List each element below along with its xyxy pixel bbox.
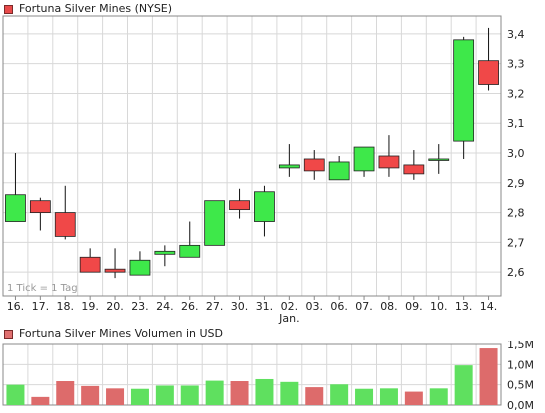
volume-ytick-label: 0,0M (507, 399, 534, 411)
volume-bar (454, 365, 473, 405)
tick-note: 1 Tick = 1 Tag (7, 283, 78, 294)
price-xtick-label: 24. (156, 300, 174, 313)
candle-body (254, 191, 275, 222)
candle-body (428, 158, 450, 161)
volume-plot-frame (2, 343, 502, 406)
candle-body (303, 158, 325, 172)
price-legend-label: Fortuna Silver Mines (NYSE) (19, 2, 173, 15)
price-legend-swatch (4, 4, 13, 14)
price-xtick-label: 07. (355, 300, 373, 313)
volume-bar (479, 348, 498, 405)
candle-body (328, 161, 350, 181)
candle-body (29, 200, 51, 213)
volume-bar (6, 384, 25, 405)
volume-bar (330, 384, 349, 405)
candle-body (278, 164, 300, 169)
volume-bar (379, 388, 398, 405)
volume-legend: Fortuna Silver Mines Volumen in USD (4, 327, 223, 341)
volume-ytick-label: 1,5M (507, 341, 534, 351)
candle-body (54, 212, 76, 237)
volume-bar (31, 396, 50, 405)
price-ytick-label: 3,4 (507, 28, 525, 41)
price-xtick-label: 09. (405, 300, 423, 313)
price-chart: 2,6 2,7 2,8 2,9 3,0 3,1 3,2 3,3 3,4 16. 17. 18. 19. 2… (2, 15, 525, 325)
volume-bar (56, 381, 75, 405)
price-plot-frame (2, 15, 502, 297)
price-ytick-label: 3,2 (507, 87, 525, 100)
volume-bar (180, 385, 199, 405)
candle-body (403, 164, 425, 175)
price-xtick-label: 27. (206, 300, 224, 313)
volume-legend-swatch (4, 329, 13, 339)
volume-bar (230, 381, 249, 405)
volume-chart: 0,0M 0,5M 1,0M 1,5M (2, 341, 534, 411)
candle-body (104, 268, 126, 273)
volume-ytick-label: 1,0M (507, 358, 534, 371)
month-label: Jan. (278, 312, 299, 325)
price-ytick-label: 3,3 (507, 58, 525, 71)
volume-bar (404, 391, 423, 405)
candle-body (353, 146, 375, 172)
price-xtick-label: 26. (181, 300, 199, 313)
price-ytick-label: 3,1 (507, 117, 525, 130)
price-xtick-label: 19. (81, 300, 99, 313)
volume-bar (305, 387, 324, 405)
candle-body (453, 39, 475, 142)
volume-bar (429, 388, 448, 405)
volume-bar (355, 388, 374, 405)
volume-bar (81, 385, 100, 405)
price-xtick-label: 23. (131, 300, 149, 313)
volume-bar (280, 381, 299, 405)
price-xtick-label: 20. (106, 300, 124, 313)
price-xtick-label: 31. (256, 300, 274, 313)
candle-body (179, 244, 201, 258)
price-ytick-label: 2,8 (507, 207, 525, 220)
volume-legend-label: Fortuna Silver Mines Volumen in USD (19, 327, 223, 340)
volume-ytick-label: 0,5M (507, 379, 534, 392)
price-ytick-label: 2,9 (507, 177, 525, 190)
price-xtick-label: 18. (57, 300, 75, 313)
price-ytick-label: 2,7 (507, 236, 525, 249)
price-xtick-label: 10. (430, 300, 448, 313)
volume-bar (155, 385, 174, 405)
price-xtick-label: 30. (231, 300, 249, 313)
price-xtick-label: 14. (480, 300, 498, 313)
volume-bar (255, 378, 274, 405)
candle-body (154, 250, 176, 255)
price-xtick-label: 17. (32, 300, 50, 313)
price-ytick-label: 3,0 (507, 147, 525, 160)
candle-body (79, 256, 101, 273)
candle-body (204, 200, 226, 246)
price-ytick-label: 2,6 (507, 266, 525, 279)
volume-bar (205, 380, 224, 405)
candle-body (378, 155, 400, 169)
price-xtick-label: 13. (455, 300, 473, 313)
price-xtick-label: 16. (7, 300, 25, 313)
candle-body (5, 194, 26, 222)
candle-body (478, 60, 499, 85)
price-xtick-label: 02. (281, 300, 299, 313)
candle-body (229, 200, 250, 211)
price-xtick-label: 08. (380, 300, 398, 313)
volume-bar (106, 388, 125, 405)
price-xtick-label: 03. (306, 300, 324, 313)
candle-body (129, 259, 151, 276)
price-xtick-label: 06. (330, 300, 348, 313)
price-legend: Fortuna Silver Mines (NYSE) (4, 2, 172, 16)
volume-bar (130, 388, 149, 405)
